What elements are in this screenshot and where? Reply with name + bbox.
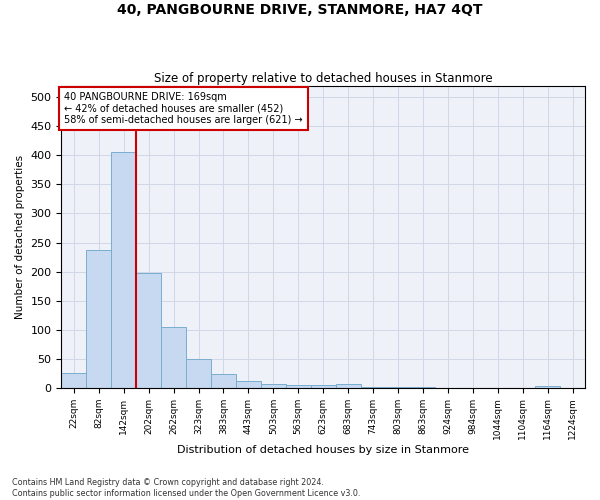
Bar: [111, 152, 136, 388]
Text: Contains HM Land Registry data © Crown copyright and database right 2024.
Contai: Contains HM Land Registry data © Crown c…: [12, 478, 361, 498]
Bar: [136, 274, 161, 388]
Bar: [535, 386, 560, 388]
Bar: [410, 387, 436, 388]
Text: 40, PANGBOURNE DRIVE, STANMORE, HA7 4QT: 40, PANGBOURNE DRIVE, STANMORE, HA7 4QT: [117, 2, 483, 16]
Bar: [236, 381, 261, 388]
Bar: [211, 374, 236, 388]
Bar: [261, 384, 286, 388]
Bar: [161, 326, 186, 388]
X-axis label: Distribution of detached houses by size in Stanmore: Distribution of detached houses by size …: [177, 445, 469, 455]
Y-axis label: Number of detached properties: Number of detached properties: [15, 154, 25, 319]
Bar: [386, 387, 410, 388]
Bar: [361, 386, 386, 388]
Bar: [86, 250, 111, 388]
Bar: [286, 385, 311, 388]
Text: 40 PANGBOURNE DRIVE: 169sqm
← 42% of detached houses are smaller (452)
58% of se: 40 PANGBOURNE DRIVE: 169sqm ← 42% of det…: [64, 92, 302, 125]
Bar: [335, 384, 361, 388]
Bar: [186, 360, 211, 388]
Bar: [311, 385, 335, 388]
Title: Size of property relative to detached houses in Stanmore: Size of property relative to detached ho…: [154, 72, 493, 85]
Bar: [61, 373, 86, 388]
